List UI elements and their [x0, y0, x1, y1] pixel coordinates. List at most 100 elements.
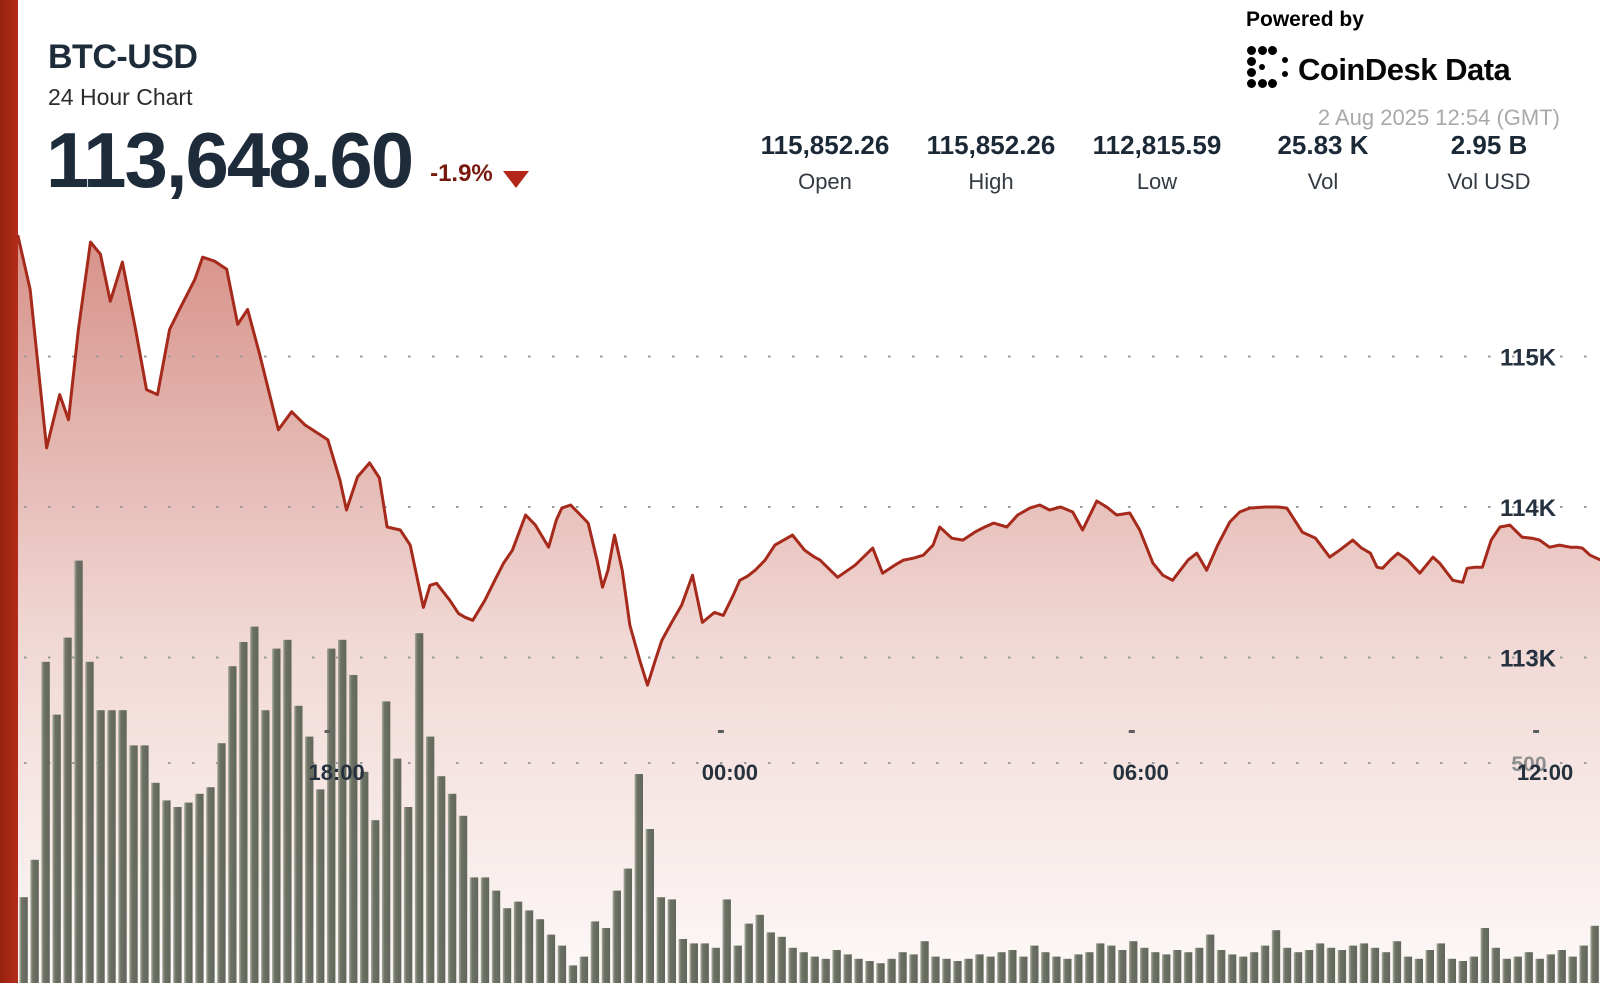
- volume-bar: [151, 782, 160, 983]
- volume-bar: [1172, 950, 1182, 983]
- volume-bar: [436, 776, 446, 983]
- stat-item-low: 112,815.59 Low: [1074, 130, 1240, 195]
- volume-bar: [1414, 958, 1423, 983]
- coindesk-logo-icon: [1246, 45, 1288, 94]
- stat-item-high: 115,852.26 High: [908, 130, 1074, 195]
- volume-bar: [931, 956, 940, 983]
- volume-bar: [305, 736, 314, 983]
- volume-bar: [1249, 952, 1259, 983]
- volume-bar: [63, 637, 72, 983]
- volume-bar: [744, 923, 753, 983]
- volume-bar: [480, 877, 490, 983]
- volume-bar: [1348, 945, 1358, 983]
- volume-bar: [909, 954, 918, 983]
- volume-bar: [458, 815, 468, 983]
- volume-bar: [1129, 941, 1138, 983]
- x-axis-label: 18:00: [308, 760, 364, 785]
- price-area-fill: [18, 236, 1600, 983]
- powered-by-label: Powered by: [1246, 8, 1364, 31]
- volume-bar: [1557, 950, 1566, 983]
- volume-axis-label: 500: [1511, 753, 1546, 776]
- volume-bar: [964, 958, 973, 983]
- volume-bar: [1337, 950, 1347, 983]
- volume-bar: [876, 963, 885, 983]
- x-axis-tick: [1128, 730, 1135, 733]
- volume-bar: [1315, 943, 1325, 983]
- volume-bar: [678, 939, 687, 983]
- coindesk-brand-name: CoinDesk Data: [1298, 51, 1511, 87]
- volume-bar: [1030, 945, 1039, 983]
- volume-bar: [953, 961, 962, 983]
- volume-bar: [1381, 952, 1391, 983]
- volume-bar: [392, 758, 402, 983]
- x-axis-labels: 18:00 00:00 06:00 12:00: [308, 730, 1573, 785]
- volume-bar: [1194, 947, 1204, 983]
- volume-bar: [887, 958, 896, 983]
- volume-bar: [162, 800, 171, 983]
- x-axis-label: 06:00: [1113, 760, 1169, 785]
- y-axis-label: 114K: [1500, 495, 1557, 522]
- x-axis-tick: [1533, 730, 1540, 733]
- volume-bar: [733, 945, 742, 983]
- volume-bar: [788, 947, 797, 983]
- volume-bar: [997, 952, 1006, 983]
- chart-timestamp: 2 Aug 2025 12:54 (GMT): [1317, 105, 1560, 130]
- price-line: [16, 234, 1600, 687]
- stat-value: 2.95 B: [1450, 130, 1528, 160]
- volume-bar: [1370, 947, 1380, 983]
- x-axis-label: 12:00: [1517, 760, 1573, 785]
- volume-bar: [173, 807, 182, 983]
- chart-period-label: 24 Hour Chart: [48, 84, 193, 110]
- volume-bar: [1151, 952, 1160, 983]
- volume-bar: [118, 710, 127, 983]
- volume-bar: [975, 954, 984, 983]
- current-price-row: 113,648.60 -1.9%: [46, 118, 529, 202]
- volume-bar: [623, 868, 632, 983]
- volume-bar: [645, 829, 654, 983]
- volume-bar: [689, 943, 698, 983]
- volume-bar: [590, 921, 600, 983]
- volume-bar: [19, 897, 28, 983]
- volume-bar: [865, 961, 874, 983]
- price-down-triangle-icon: [502, 171, 529, 189]
- volume-bar: [74, 560, 83, 983]
- y-axis-label: 115K: [1500, 345, 1557, 372]
- volume-bar: [568, 965, 578, 983]
- volume-bar: [1568, 956, 1577, 983]
- volume-bar: [129, 745, 138, 983]
- stat-value: 112,815.59: [1092, 130, 1222, 160]
- volume-bar: [414, 633, 424, 983]
- volume-bar: [327, 648, 336, 983]
- volume-bar: [1458, 961, 1467, 983]
- volume-bar: [1447, 958, 1456, 983]
- volume-bar: [1293, 952, 1303, 983]
- volume-bar: [557, 945, 567, 983]
- coindesk-logo-row: CoinDesk Data: [1246, 45, 1560, 94]
- volume-bar: [810, 956, 819, 983]
- volume-bar: [1183, 952, 1193, 983]
- x-axis-tick: [324, 730, 331, 733]
- volume-bar: [1425, 950, 1434, 983]
- volume-bar: [1118, 950, 1127, 983]
- y-axis-labels: 115K 114K 113K 500: [1500, 345, 1557, 777]
- volume-bar: [1074, 954, 1083, 983]
- stat-value: 115,852.26: [926, 130, 1056, 160]
- volume-bar: [425, 736, 435, 983]
- volume-bar: [766, 932, 775, 983]
- volume-bar: [700, 943, 709, 983]
- volume-bar: [656, 897, 665, 983]
- volume-bar: [239, 642, 248, 983]
- stat-label: High: [968, 169, 1014, 194]
- volume-bar: [1579, 945, 1588, 983]
- volume-bar: [1546, 954, 1555, 983]
- volume-bar: [1271, 930, 1281, 983]
- volume-bar: [1008, 950, 1017, 983]
- volume-bar: [502, 908, 512, 983]
- volume-bar: [107, 710, 116, 983]
- price-change-percent: -1.9%: [430, 160, 493, 188]
- volume-bar: [228, 666, 237, 983]
- stat-item-vol-usd: 2.95 B Vol USD: [1406, 130, 1572, 195]
- brand-block: Powered by: [1246, 8, 1560, 131]
- volume-bar: [283, 639, 292, 983]
